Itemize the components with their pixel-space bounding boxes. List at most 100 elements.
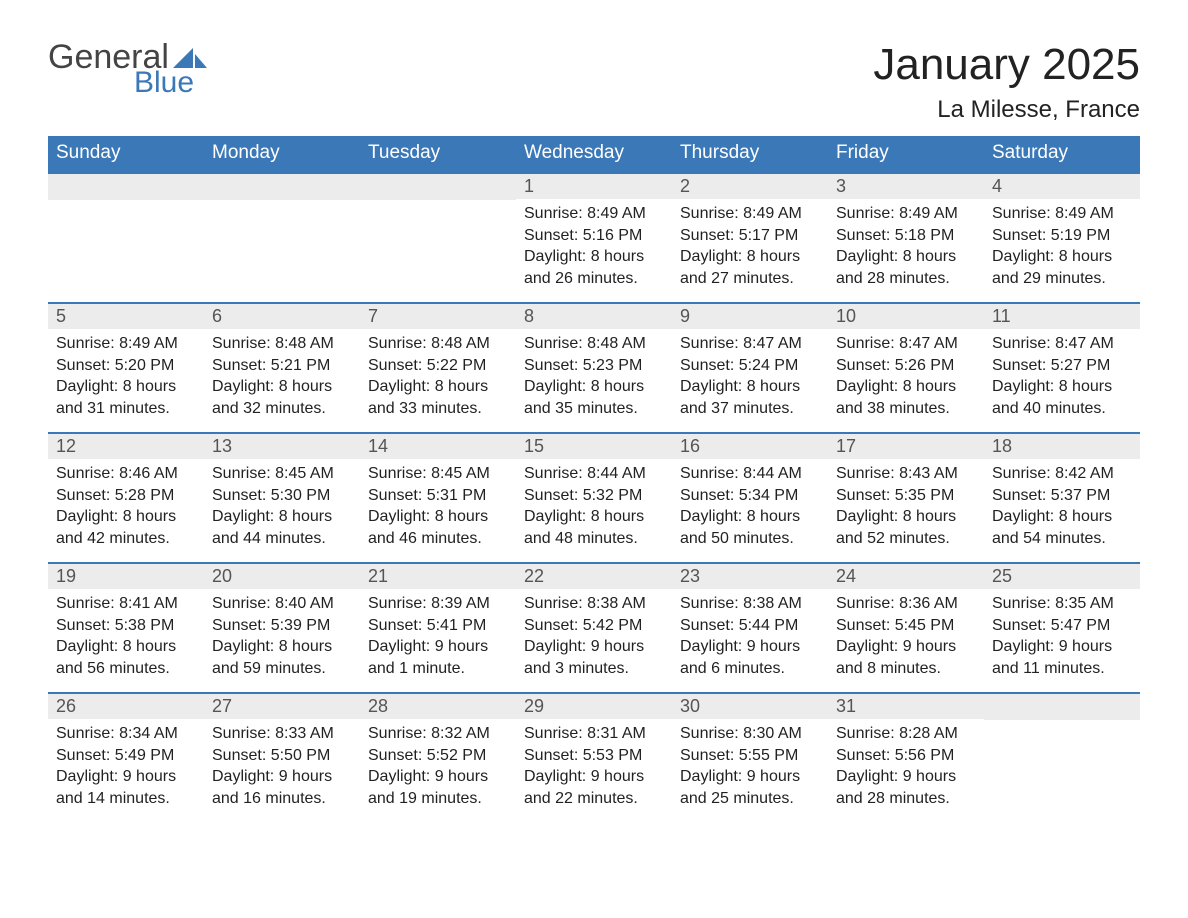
sunset-line: Sunset: 5:26 PM — [836, 355, 978, 377]
sunrise-line: Sunrise: 8:43 AM — [836, 463, 978, 485]
sunrise-line: Sunrise: 8:40 AM — [212, 593, 354, 615]
calendar-day-cell: 5Sunrise: 8:49 AMSunset: 5:20 PMDaylight… — [48, 303, 204, 433]
calendar-day-cell: 25Sunrise: 8:35 AMSunset: 5:47 PMDayligh… — [984, 563, 1140, 693]
sunrise-line: Sunrise: 8:41 AM — [56, 593, 198, 615]
day-number: 1 — [516, 174, 672, 199]
sunset-line: Sunset: 5:19 PM — [992, 225, 1134, 247]
daylight-line: Daylight: 8 hours and 29 minutes. — [992, 246, 1134, 289]
sunset-line: Sunset: 5:21 PM — [212, 355, 354, 377]
day-details: Sunrise: 8:45 AMSunset: 5:31 PMDaylight:… — [360, 459, 516, 559]
sunrise-line: Sunrise: 8:45 AM — [368, 463, 510, 485]
calendar-day-cell: 4Sunrise: 8:49 AMSunset: 5:19 PMDaylight… — [984, 173, 1140, 303]
day-details: Sunrise: 8:48 AMSunset: 5:22 PMDaylight:… — [360, 329, 516, 429]
daylight-line: Daylight: 9 hours and 16 minutes. — [212, 766, 354, 809]
day-number: 11 — [984, 304, 1140, 329]
day-number: 16 — [672, 434, 828, 459]
day-details: Sunrise: 8:41 AMSunset: 5:38 PMDaylight:… — [48, 589, 204, 689]
day-details: Sunrise: 8:49 AMSunset: 5:19 PMDaylight:… — [984, 199, 1140, 299]
day-number: 14 — [360, 434, 516, 459]
sunset-line: Sunset: 5:52 PM — [368, 745, 510, 767]
sunrise-line: Sunrise: 8:44 AM — [680, 463, 822, 485]
calendar-day-cell: 22Sunrise: 8:38 AMSunset: 5:42 PMDayligh… — [516, 563, 672, 693]
day-number: 7 — [360, 304, 516, 329]
day-details: Sunrise: 8:36 AMSunset: 5:45 PMDaylight:… — [828, 589, 984, 689]
day-details: Sunrise: 8:48 AMSunset: 5:23 PMDaylight:… — [516, 329, 672, 429]
daylight-line: Daylight: 8 hours and 37 minutes. — [680, 376, 822, 419]
sunrise-line: Sunrise: 8:39 AM — [368, 593, 510, 615]
sunrise-line: Sunrise: 8:47 AM — [992, 333, 1134, 355]
sunrise-line: Sunrise: 8:30 AM — [680, 723, 822, 745]
calendar-day-cell — [204, 173, 360, 303]
day-details: Sunrise: 8:38 AMSunset: 5:42 PMDaylight:… — [516, 589, 672, 689]
sunset-line: Sunset: 5:44 PM — [680, 615, 822, 637]
day-details: Sunrise: 8:42 AMSunset: 5:37 PMDaylight:… — [984, 459, 1140, 559]
day-number: 4 — [984, 174, 1140, 199]
weekday-header: Friday — [828, 136, 984, 173]
day-number-empty — [48, 174, 204, 200]
daylight-line: Daylight: 9 hours and 19 minutes. — [368, 766, 510, 809]
calendar-day-cell: 3Sunrise: 8:49 AMSunset: 5:18 PMDaylight… — [828, 173, 984, 303]
sail-icon — [173, 46, 207, 68]
daylight-line: Daylight: 9 hours and 3 minutes. — [524, 636, 666, 679]
daylight-line: Daylight: 8 hours and 52 minutes. — [836, 506, 978, 549]
calendar-week-row: 5Sunrise: 8:49 AMSunset: 5:20 PMDaylight… — [48, 303, 1140, 433]
sunrise-line: Sunrise: 8:28 AM — [836, 723, 978, 745]
daylight-line: Daylight: 8 hours and 26 minutes. — [524, 246, 666, 289]
sunrise-line: Sunrise: 8:49 AM — [56, 333, 198, 355]
sunrise-line: Sunrise: 8:48 AM — [212, 333, 354, 355]
daylight-line: Daylight: 8 hours and 59 minutes. — [212, 636, 354, 679]
sunrise-line: Sunrise: 8:35 AM — [992, 593, 1134, 615]
daylight-line: Daylight: 9 hours and 22 minutes. — [524, 766, 666, 809]
day-number: 12 — [48, 434, 204, 459]
sunset-line: Sunset: 5:22 PM — [368, 355, 510, 377]
day-details: Sunrise: 8:49 AMSunset: 5:18 PMDaylight:… — [828, 199, 984, 299]
sunset-line: Sunset: 5:42 PM — [524, 615, 666, 637]
day-details: Sunrise: 8:43 AMSunset: 5:35 PMDaylight:… — [828, 459, 984, 559]
daylight-line: Daylight: 9 hours and 14 minutes. — [56, 766, 198, 809]
calendar-day-cell: 24Sunrise: 8:36 AMSunset: 5:45 PMDayligh… — [828, 563, 984, 693]
calendar-day-cell: 2Sunrise: 8:49 AMSunset: 5:17 PMDaylight… — [672, 173, 828, 303]
daylight-line: Daylight: 9 hours and 28 minutes. — [836, 766, 978, 809]
sunset-line: Sunset: 5:23 PM — [524, 355, 666, 377]
day-details: Sunrise: 8:32 AMSunset: 5:52 PMDaylight:… — [360, 719, 516, 819]
sunrise-line: Sunrise: 8:45 AM — [212, 463, 354, 485]
sunset-line: Sunset: 5:53 PM — [524, 745, 666, 767]
calendar-day-cell: 29Sunrise: 8:31 AMSunset: 5:53 PMDayligh… — [516, 693, 672, 822]
daylight-line: Daylight: 8 hours and 56 minutes. — [56, 636, 198, 679]
weekday-header: Sunday — [48, 136, 204, 173]
calendar-day-cell: 28Sunrise: 8:32 AMSunset: 5:52 PMDayligh… — [360, 693, 516, 822]
location-label: La Milesse, France — [873, 96, 1140, 124]
day-details: Sunrise: 8:49 AMSunset: 5:20 PMDaylight:… — [48, 329, 204, 429]
calendar-day-cell: 23Sunrise: 8:38 AMSunset: 5:44 PMDayligh… — [672, 563, 828, 693]
calendar-day-cell: 7Sunrise: 8:48 AMSunset: 5:22 PMDaylight… — [360, 303, 516, 433]
day-number: 26 — [48, 694, 204, 719]
calendar-day-cell — [48, 173, 204, 303]
daylight-line: Daylight: 8 hours and 28 minutes. — [836, 246, 978, 289]
day-details: Sunrise: 8:46 AMSunset: 5:28 PMDaylight:… — [48, 459, 204, 559]
calendar-day-cell: 10Sunrise: 8:47 AMSunset: 5:26 PMDayligh… — [828, 303, 984, 433]
sunset-line: Sunset: 5:16 PM — [524, 225, 666, 247]
day-details: Sunrise: 8:30 AMSunset: 5:55 PMDaylight:… — [672, 719, 828, 819]
sunrise-line: Sunrise: 8:47 AM — [680, 333, 822, 355]
sunset-line: Sunset: 5:38 PM — [56, 615, 198, 637]
day-details: Sunrise: 8:34 AMSunset: 5:49 PMDaylight:… — [48, 719, 204, 819]
calendar-day-cell: 21Sunrise: 8:39 AMSunset: 5:41 PMDayligh… — [360, 563, 516, 693]
calendar-week-row: 12Sunrise: 8:46 AMSunset: 5:28 PMDayligh… — [48, 433, 1140, 563]
generalblue-logo: General Blue — [48, 40, 207, 98]
daylight-line: Daylight: 8 hours and 50 minutes. — [680, 506, 822, 549]
daylight-line: Daylight: 9 hours and 8 minutes. — [836, 636, 978, 679]
day-details: Sunrise: 8:48 AMSunset: 5:21 PMDaylight:… — [204, 329, 360, 429]
calendar-day-cell: 19Sunrise: 8:41 AMSunset: 5:38 PMDayligh… — [48, 563, 204, 693]
calendar-day-cell: 1 Sunrise: 8:49 AMSunset: 5:16 PMDaylight… — [516, 173, 672, 303]
day-number: 13 — [204, 434, 360, 459]
sunrise-line: Sunrise: 8:49 AM — [524, 203, 666, 225]
day-number: 27 — [204, 694, 360, 719]
page-title: January 2025 — [873, 40, 1140, 90]
weekday-header: Tuesday — [360, 136, 516, 173]
sunrise-line: Sunrise: 8:33 AM — [212, 723, 354, 745]
weekday-header: Wednesday — [516, 136, 672, 173]
day-number: 19 — [48, 564, 204, 589]
sunrise-line: Sunrise: 8:49 AM — [992, 203, 1134, 225]
sunrise-line: Sunrise: 8:38 AM — [524, 593, 666, 615]
day-number: 28 — [360, 694, 516, 719]
